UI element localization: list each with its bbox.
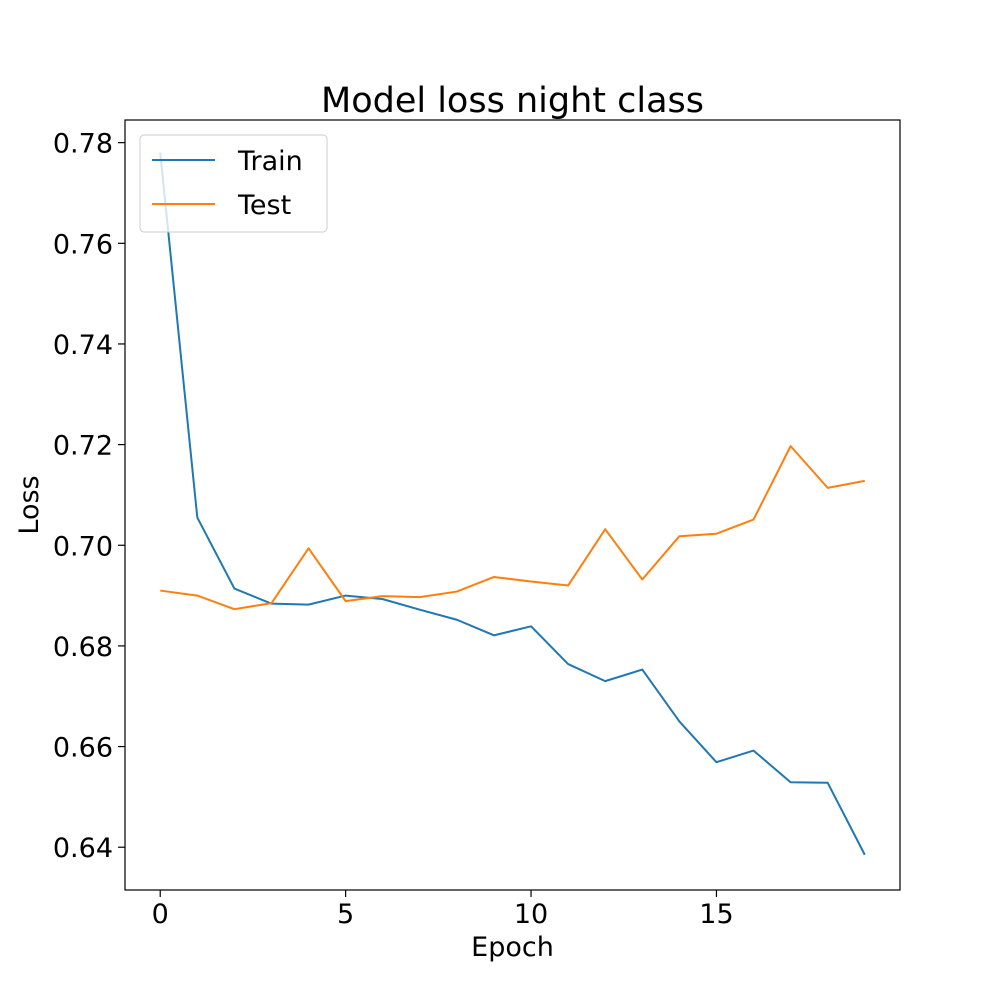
legend-label-test: Test bbox=[237, 190, 291, 221]
plot-area: 0 5 10 15 0.64 0.66 0.68 0.70 0.72 0.74 0.76 0.78 bbox=[53, 129, 866, 930]
x-tick-label: 10 bbox=[514, 899, 548, 930]
legend: Train Test bbox=[139, 134, 328, 233]
x-tick-label: 15 bbox=[699, 899, 733, 930]
y-tick-label: 0.66 bbox=[53, 733, 113, 764]
y-tick-label: 0.64 bbox=[53, 833, 113, 864]
y-tick-label: 0.70 bbox=[53, 531, 113, 562]
y-tick-label: 0.76 bbox=[53, 229, 113, 260]
y-tick-label: 0.74 bbox=[53, 330, 113, 361]
x-axis-label: Epoch bbox=[471, 932, 554, 963]
legend-label-train: Train bbox=[237, 146, 303, 177]
y-axis-label: Loss bbox=[14, 475, 45, 534]
y-tick-label: 0.72 bbox=[53, 431, 113, 462]
chart-title: Model loss night class bbox=[321, 81, 704, 121]
y-tick-label: 0.68 bbox=[53, 632, 113, 663]
y-tick-label: 0.78 bbox=[53, 129, 113, 160]
series-line-train bbox=[159, 152, 866, 856]
x-tick-label: 0 bbox=[152, 899, 169, 930]
x-tick-label: 5 bbox=[337, 899, 354, 930]
series-line-test bbox=[160, 445, 865, 611]
axes-frame bbox=[124, 119, 901, 891]
